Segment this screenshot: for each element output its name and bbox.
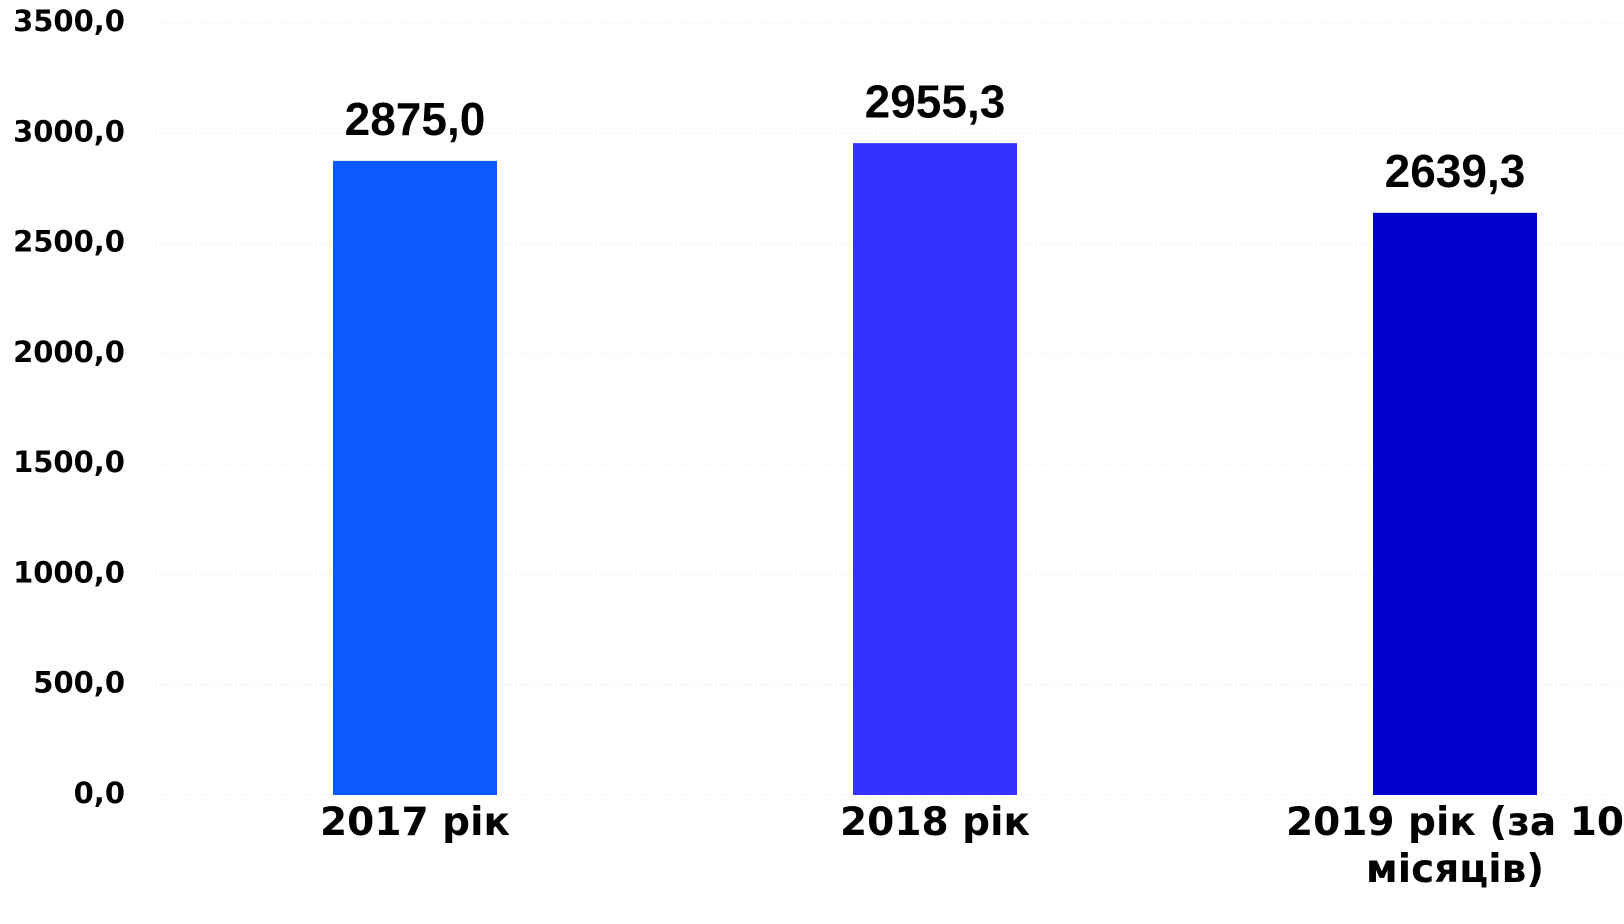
value-label: 2639,3: [1385, 145, 1526, 197]
y-tick-label: 3000,0: [13, 114, 125, 148]
y-tick-label: 500,0: [33, 666, 125, 700]
value-label: 2955,3: [865, 75, 1006, 127]
x-tick-label-box: 2019 рік (за 10 місяців): [1285, 800, 1624, 892]
bar: [853, 143, 1017, 795]
y-tick-label: 1500,0: [13, 445, 125, 479]
x-tick-label: 2017 рік: [320, 800, 510, 845]
x-tick-label-box: 2018 рік: [840, 800, 1030, 845]
bar: [333, 160, 497, 795]
bar: [1373, 212, 1537, 795]
x-tick-label: 2018 рік: [840, 800, 1030, 845]
y-tick-label: 2500,0: [13, 225, 125, 259]
x-tick-label: 2019 рік (за 10 місяців): [1285, 800, 1624, 892]
y-tick-label: 2000,0: [13, 335, 125, 369]
y-tick-label: 3500,0: [13, 4, 125, 38]
x-tick-label-box: 2017 рік: [320, 800, 510, 845]
value-label: 2875,0: [345, 93, 486, 145]
y-tick-label: 0,0: [74, 776, 125, 810]
y-tick-label: 1000,0: [13, 555, 125, 589]
